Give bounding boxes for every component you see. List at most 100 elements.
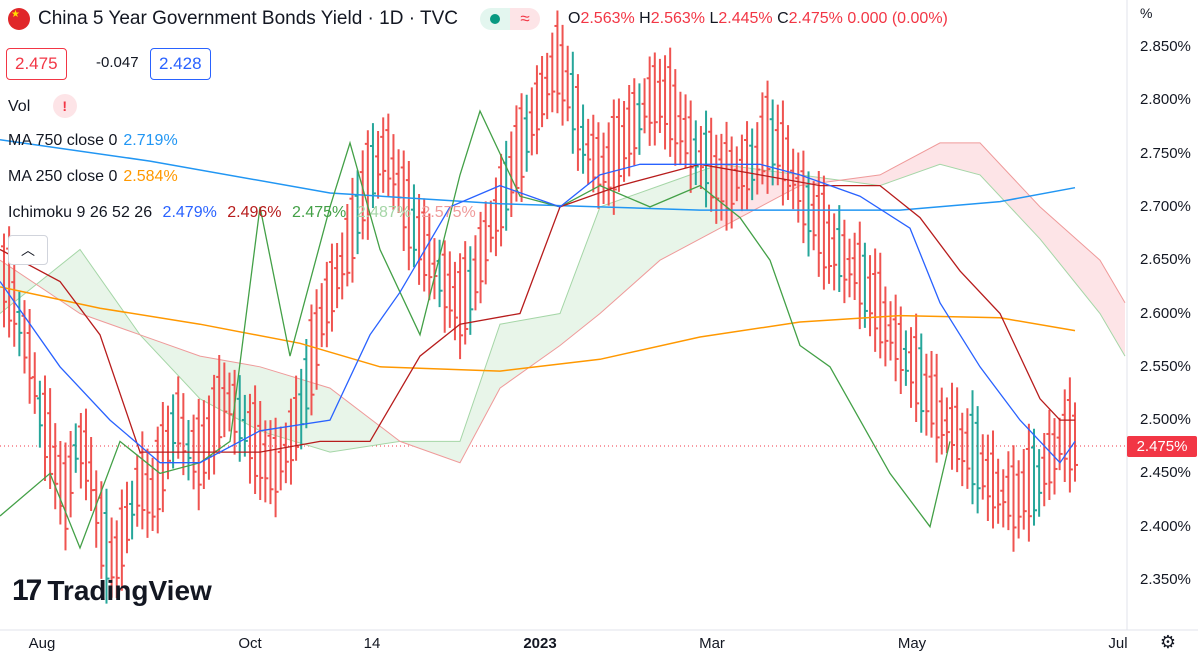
- ohlc-bar: [1046, 409, 1053, 501]
- ohlc-bar: [564, 45, 571, 122]
- ohlc-bar: [533, 65, 540, 155]
- ohlc-bar: [426, 213, 433, 301]
- y-tick-label: 2.650%: [1140, 251, 1191, 269]
- ohlc-bar: [175, 376, 182, 459]
- ohlc-bar: [887, 301, 894, 361]
- sell-price-box[interactable]: 2.475: [6, 48, 67, 80]
- ohlc-bar: [1031, 428, 1038, 526]
- x-tick-label: 14: [363, 635, 381, 652]
- vol-indicator[interactable]: Vol !: [8, 94, 77, 118]
- ohlc-bar: [72, 423, 79, 473]
- ohlc-bar: [16, 291, 23, 357]
- ohlc-bar: [149, 457, 156, 531]
- y-tick-label: 2.750%: [1140, 144, 1191, 162]
- ohlc-bar: [93, 470, 100, 548]
- ohlc-bar: [908, 327, 915, 408]
- ichimoku-conversion-value: 2.479%: [162, 204, 217, 221]
- ohlc-bar: [180, 393, 187, 476]
- ohlc-bar: [1036, 449, 1043, 517]
- ohlc-bar: [610, 99, 617, 215]
- ohlc-bar: [856, 221, 863, 330]
- ohlc-bar: [123, 481, 130, 554]
- tradingview-logo[interactable]: 17 TradingView: [12, 574, 212, 607]
- ichimoku-cloud: [0, 142, 1125, 463]
- ichimoku-span-a-value: 2.487%: [356, 204, 411, 221]
- ohlc-bar: [959, 412, 966, 487]
- ohlc-bar: [626, 85, 633, 177]
- x-tick-label: Aug: [28, 635, 56, 652]
- ohlc-bar: [846, 238, 853, 298]
- ohlc-bar: [369, 123, 376, 209]
- ohlc-bar: [636, 83, 643, 155]
- ohlc-bar: [472, 235, 479, 311]
- ohlc-bar: [287, 398, 294, 485]
- ohlc-bar: [718, 133, 725, 221]
- x-tick-label: Jul: [1108, 635, 1128, 652]
- ohlc-bar: [692, 120, 699, 185]
- y-axis-unit: %: [1140, 5, 1153, 21]
- ma750-indicator[interactable]: MA 750 close 0 2.719%: [8, 132, 178, 149]
- ohlc-bar: [226, 372, 233, 432]
- delayed-data-icon: ≈: [510, 8, 540, 30]
- ohlc-bar: [339, 232, 346, 300]
- y-tick-label: 2.800%: [1140, 91, 1191, 109]
- ohlc-bar: [216, 355, 223, 454]
- ohlc-bar: [410, 184, 417, 268]
- ohlc-bar: [82, 408, 89, 501]
- ohlc-bar: [205, 395, 212, 480]
- y-tick-label: 2.850%: [1140, 38, 1191, 55]
- ohlc-bar: [482, 201, 489, 285]
- ohlc-bar: [487, 200, 494, 253]
- ohlc-bar: [964, 408, 971, 489]
- ohlc-bar: [118, 489, 125, 591]
- ohlc-bar: [41, 375, 48, 482]
- ohlc-bar: [457, 253, 464, 360]
- last-price-label: 2.475%: [1127, 436, 1197, 457]
- ohlc-bar: [262, 420, 269, 503]
- ohlc-bar: [1015, 460, 1022, 539]
- ohlc-bar: [1, 233, 7, 328]
- settings-gear-icon[interactable]: ⚙: [1159, 632, 1177, 652]
- y-tick-label: 2.600%: [1140, 304, 1191, 322]
- ohlc-bar: [1020, 448, 1027, 530]
- ohlc-bar: [754, 122, 761, 195]
- buy-price-box[interactable]: 2.428: [150, 48, 211, 80]
- ohlc-bar: [380, 117, 387, 193]
- ohlc-bar: [800, 150, 807, 244]
- y-tick-label: 2.350%: [1140, 571, 1191, 588]
- ohlc-bar: [498, 153, 505, 247]
- ohlc-bar: [344, 204, 351, 287]
- ohlc-bar: [990, 430, 997, 529]
- ohlc-bar: [774, 104, 781, 186]
- ohlc-bar: [462, 241, 469, 345]
- ohlc-bar: [826, 204, 833, 284]
- ohlc-bar: [241, 394, 248, 457]
- ohlc-bar: [236, 375, 243, 462]
- x-tick-label: 2023: [523, 635, 557, 652]
- ohlc-bar: [820, 175, 827, 290]
- ohlc-bar: [195, 398, 202, 511]
- market-status-pill[interactable]: ≈: [480, 8, 540, 30]
- ohlc-bar: [892, 294, 899, 382]
- warning-icon[interactable]: !: [52, 94, 77, 118]
- ohlc-bar: [995, 458, 1002, 524]
- ichimoku-lagging-value: 2.475%: [291, 204, 347, 221]
- ma250-indicator[interactable]: MA 250 close 0 2.584%: [8, 168, 178, 185]
- ohlc-bar: [580, 104, 587, 174]
- ichimoku-span-b-value: 2.575%: [421, 204, 476, 221]
- ohlc-bar: [108, 517, 115, 598]
- ohlc-bar: [861, 242, 868, 328]
- ohlc-bar: [328, 243, 335, 332]
- ohlc-bar: [508, 131, 515, 218]
- ohlc-bar: [641, 78, 648, 134]
- ma750-line: [0, 138, 1076, 211]
- ohlc-bar: [656, 58, 663, 133]
- ichimoku-indicator[interactable]: Ichimoku 9 26 52 26 2.479% 2.496% 2.475%…: [8, 204, 476, 221]
- ohlc-bar: [631, 78, 638, 166]
- ohlc-bar: [923, 353, 930, 436]
- ohlc-bar: [554, 10, 561, 114]
- collapse-legend-button[interactable]: ︿: [8, 235, 48, 265]
- ohlc-bar: [549, 32, 556, 113]
- chart-title[interactable]: China 5 Year Government Bonds Yield · 1D…: [38, 8, 458, 29]
